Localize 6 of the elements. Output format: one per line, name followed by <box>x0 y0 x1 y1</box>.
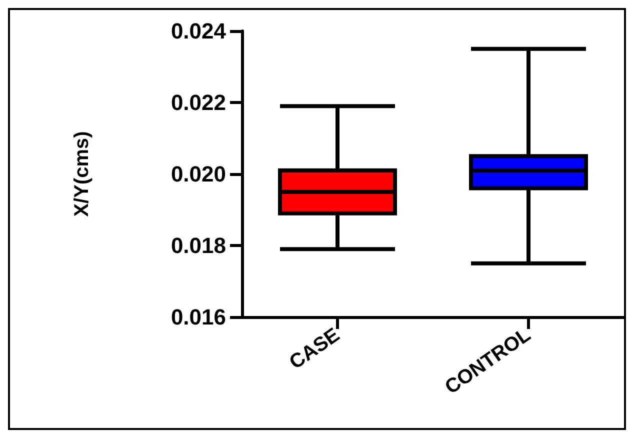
y-axis-title: X/Y(cms) <box>71 131 93 217</box>
y-tick-label: 0.018 <box>170 233 226 258</box>
y-tick-label: 0.020 <box>170 162 226 186</box>
y-tick-label: 0.016 <box>170 304 226 330</box>
y-tick-label: 0.022 <box>170 90 226 115</box>
y-tick-label: 0.024 <box>170 18 227 44</box>
